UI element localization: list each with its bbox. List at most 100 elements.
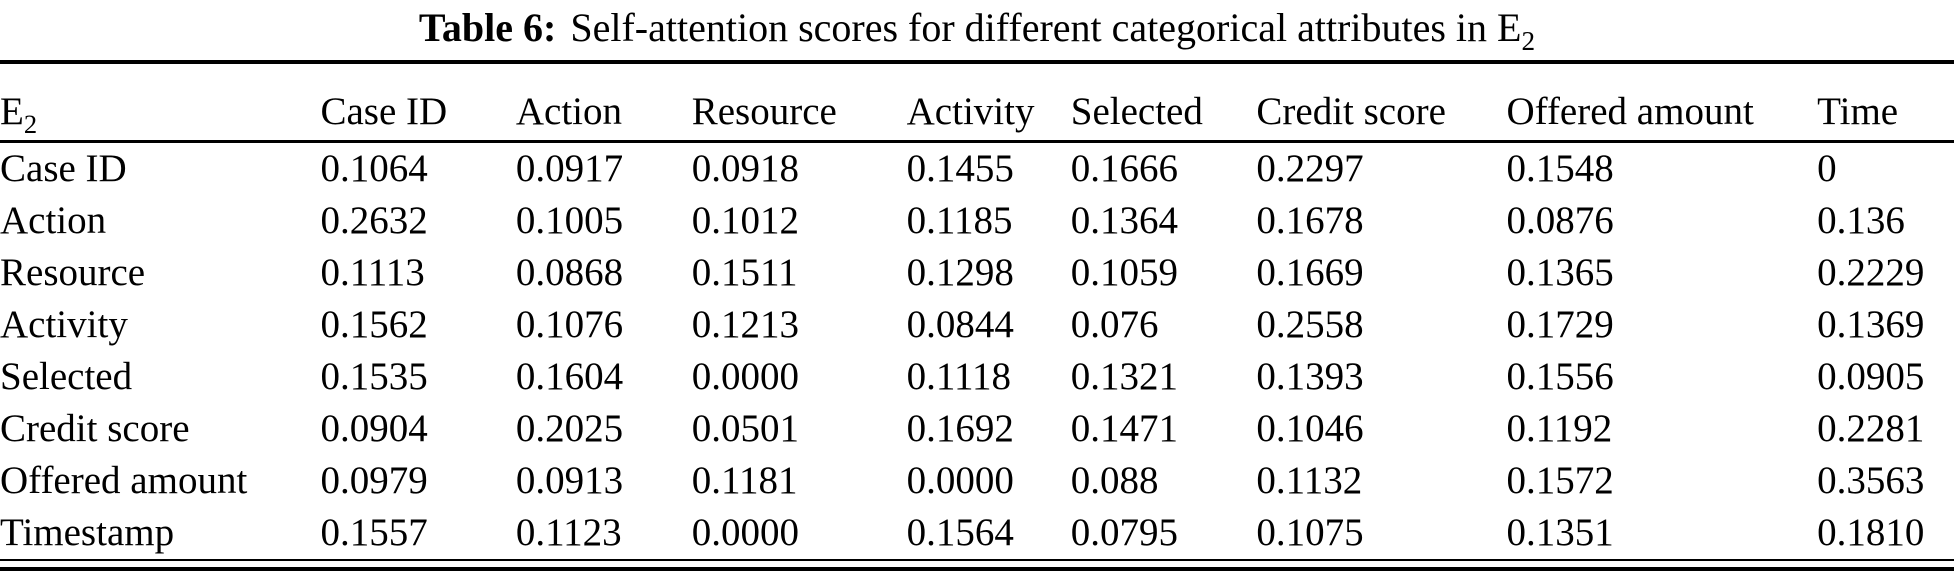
- caption-subscript: 2: [1521, 26, 1536, 56]
- attention-scores-table: E2 Case ID Action Resource Activity Selected…: [0, 60, 1954, 561]
- cell: 0.1564: [906, 507, 1071, 561]
- corner-header-e2: E2: [0, 62, 321, 143]
- cell: 0.0000: [691, 507, 907, 561]
- cell: 0.1557: [320, 507, 516, 561]
- column-header-offered-amount: Offered amount: [1506, 62, 1818, 143]
- cell: 0.1455: [906, 147, 1014, 190]
- table-row: Resource 0.1113 0.0868 0.1511 0.1298 0.1059 0.…: [0, 247, 1954, 299]
- cell: 0.1692: [906, 407, 1014, 450]
- table-body: Case ID 0.1064 0.0917 0.0918 0.1455 0.1666 0.2…: [0, 142, 1954, 561]
- cell: 0.1511: [691, 251, 798, 294]
- cell: 0.1572: [1506, 459, 1614, 502]
- cell: 0.1123: [515, 507, 692, 561]
- caption-text: Self-attention scores for different cate…: [570, 5, 1522, 50]
- column-header-credit-score: Credit score: [1256, 62, 1507, 143]
- cell: 0.3563: [1817, 459, 1925, 502]
- cell: 0.2297: [1256, 147, 1364, 190]
- cell: 0.1012: [691, 199, 799, 242]
- cell: 0.1535: [320, 355, 428, 398]
- table-caption: Table 6: Self-attention scores for differ…: [0, 0, 1954, 55]
- cell: 0.0795: [1070, 507, 1257, 561]
- cell: 0.1666: [1070, 147, 1179, 190]
- cell: 0.1810: [1817, 507, 1954, 561]
- table-row: Timestamp 0.1557 0.1123 0.0000 0.1564 0.0795 0…: [0, 507, 1954, 561]
- caption-label: Table 6:: [418, 5, 557, 50]
- cell: 0.1548: [1506, 147, 1614, 190]
- cell: 0.0905: [1817, 355, 1925, 398]
- table-row: Case ID 0.1064 0.0917 0.0918 0.1455 0.1666 0.2…: [0, 142, 1954, 196]
- cell: 0.1678: [1256, 199, 1364, 242]
- corner-header-subscript: 2: [23, 108, 38, 139]
- cell: 0.1298: [906, 251, 1014, 294]
- cell: 0.0979: [320, 459, 428, 502]
- cell: 0.1113: [320, 251, 425, 294]
- cell: 0.1132: [1256, 459, 1363, 502]
- cell: 0.1393: [1256, 355, 1364, 398]
- cell: 0.1321: [1070, 355, 1179, 398]
- row-label: Activity: [0, 303, 128, 346]
- row-label: Resource: [0, 251, 146, 294]
- cell: 0.1365: [1506, 251, 1614, 294]
- cell: 0.0904: [320, 407, 428, 450]
- cell: 0.1181: [691, 459, 798, 502]
- column-header-activity: Activity: [906, 62, 1071, 143]
- cell: 0.2229: [1817, 251, 1925, 294]
- cell: 0.1075: [1256, 507, 1507, 561]
- row-label: Credit score: [0, 407, 190, 450]
- table-bottom-rule: [0, 567, 1954, 571]
- cell: 0.0917: [515, 147, 624, 190]
- table-row: Selected 0.1535 0.1604 0.0000 0.1118 0.1321 0.…: [0, 351, 1954, 403]
- cell: 0.1076: [515, 303, 624, 346]
- cell: 0.1364: [1070, 199, 1179, 242]
- column-header-time: Time: [1817, 62, 1954, 143]
- cell: 0.0844: [906, 303, 1014, 346]
- cell: 0.1005: [515, 199, 624, 242]
- table-row: Activity 0.1562 0.1076 0.1213 0.0844 0.076 0.2…: [0, 299, 1954, 351]
- row-label: Selected: [0, 355, 133, 398]
- cell: 0.088: [1070, 459, 1159, 502]
- column-header-case-id: Case ID: [320, 62, 516, 143]
- table-row: Action 0.2632 0.1005 0.1012 0.1185 0.1364 0.16…: [0, 195, 1954, 247]
- row-label: Timestamp: [0, 507, 321, 561]
- row-label: Action: [0, 199, 107, 242]
- cell: 0.1471: [1070, 407, 1179, 450]
- header-row: E2 Case ID Action Resource Activity Selected…: [0, 62, 1954, 143]
- cell: 0.1213: [691, 303, 799, 346]
- cell: 0.0000: [691, 355, 799, 398]
- table-row: Credit score 0.0904 0.2025 0.0501 0.1692 0.14…: [0, 403, 1954, 455]
- cell: 0.1369: [1817, 303, 1925, 346]
- cell: 0.1669: [1256, 251, 1364, 294]
- cell: 0.1351: [1506, 507, 1818, 561]
- cell: 0.1729: [1506, 303, 1614, 346]
- cell: 0.1118: [906, 355, 1011, 398]
- table-row: Offered amount 0.0979 0.0913 0.1181 0.0000 0.…: [0, 455, 1954, 507]
- cell: 0.136: [1817, 199, 1905, 242]
- column-header-selected: Selected: [1070, 62, 1257, 143]
- cell: 0.076: [1070, 303, 1159, 346]
- cell: 0.0501: [691, 407, 799, 450]
- cell: 0.1059: [1070, 251, 1179, 294]
- corner-header-base: E: [0, 90, 24, 133]
- column-header-resource: Resource: [691, 62, 907, 143]
- cell: 0.2558: [1256, 303, 1364, 346]
- cell: 0.1604: [515, 355, 624, 398]
- cell: 0.0913: [515, 459, 624, 502]
- cell: 0.2632: [320, 199, 428, 242]
- cell: 0: [1817, 147, 1837, 190]
- cell: 0.1562: [320, 303, 428, 346]
- cell: 0.0868: [515, 251, 624, 294]
- cell: 0.2281: [1817, 407, 1925, 450]
- cell: 0.1556: [1506, 355, 1614, 398]
- cell: 0.2025: [515, 407, 624, 450]
- row-label: Case ID: [0, 147, 127, 190]
- cell: 0.1046: [1256, 407, 1364, 450]
- cell: 0.0918: [691, 147, 799, 190]
- row-label: Offered amount: [0, 459, 248, 502]
- column-header-action: Action: [515, 62, 692, 143]
- cell: 0.1185: [906, 199, 1013, 242]
- cell: 0.1064: [320, 147, 428, 190]
- cell: 0.0000: [906, 459, 1014, 502]
- cell: 0.1192: [1506, 407, 1613, 450]
- cell: 0.0876: [1506, 199, 1614, 242]
